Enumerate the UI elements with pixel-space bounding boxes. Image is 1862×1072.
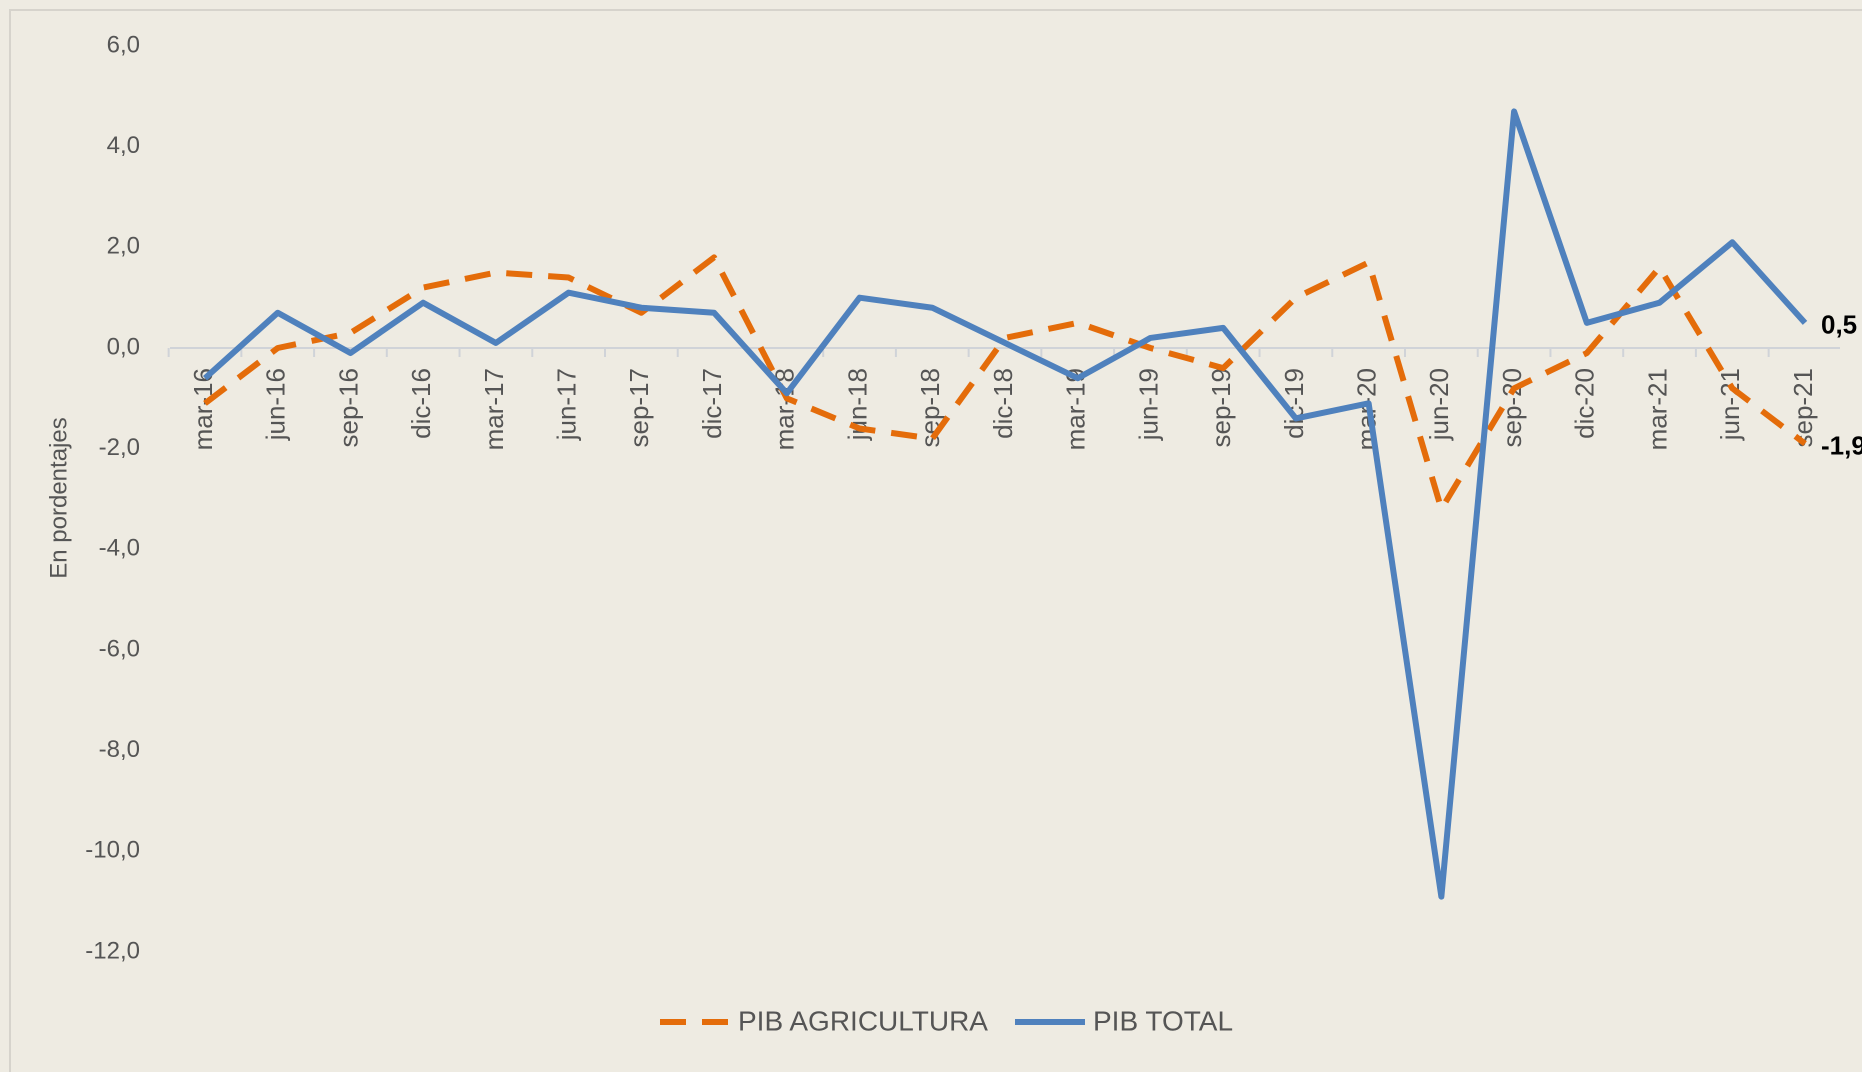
- data-label: -1,9: [1821, 431, 1862, 461]
- y-tick-label: -12,0: [85, 937, 140, 964]
- x-tick-label: dic-18: [988, 368, 1018, 439]
- x-tick-label: mar-17: [479, 368, 509, 450]
- y-axis-title: En pordentajes: [45, 417, 72, 578]
- x-tick-label: jun-17: [552, 368, 582, 441]
- x-tick-label: dic-20: [1570, 368, 1600, 439]
- y-tick-label: 6,0: [107, 31, 140, 58]
- frame: [9, 9, 1862, 1072]
- y-tick-label: -2,0: [99, 434, 140, 461]
- y-tick-label: 4,0: [107, 132, 140, 159]
- x-tick-label: sep-19: [1206, 368, 1236, 448]
- x-tick-label: sep-17: [624, 368, 654, 448]
- y-tick-label: -4,0: [99, 535, 140, 562]
- legend-label: PIB AGRICULTURA: [738, 1005, 988, 1036]
- x-tick-label: sep-16: [333, 368, 363, 448]
- y-tick-label: 2,0: [107, 233, 140, 260]
- x-tick-label: mar-19: [1061, 368, 1091, 450]
- line-series: [203, 254, 1807, 513]
- y-tick-label: -10,0: [85, 837, 140, 864]
- x-tick-label: sep-18: [915, 368, 945, 448]
- x-tick-label: sep-21: [1788, 368, 1818, 448]
- line-series: [202, 108, 1808, 900]
- x-tick-label: jun-21: [1715, 368, 1745, 441]
- x-tick-label: dic-17: [697, 368, 727, 439]
- y-tick-label: 0,0: [107, 333, 140, 360]
- data-label: 0,5: [1821, 310, 1857, 340]
- y-tick-label: -6,0: [99, 635, 140, 662]
- x-tick-label: jun-19: [1133, 368, 1163, 441]
- x-tick-label: jun-16: [261, 368, 291, 441]
- x-tick-label: mar-21: [1642, 368, 1672, 450]
- x-tick-label: dic-16: [406, 368, 436, 439]
- y-tick-label: -8,0: [99, 736, 140, 763]
- legend-label: PIB TOTAL: [1093, 1005, 1233, 1036]
- x-tick-label: jun-20: [1424, 368, 1454, 441]
- x-tick-label: mar-16: [188, 368, 218, 450]
